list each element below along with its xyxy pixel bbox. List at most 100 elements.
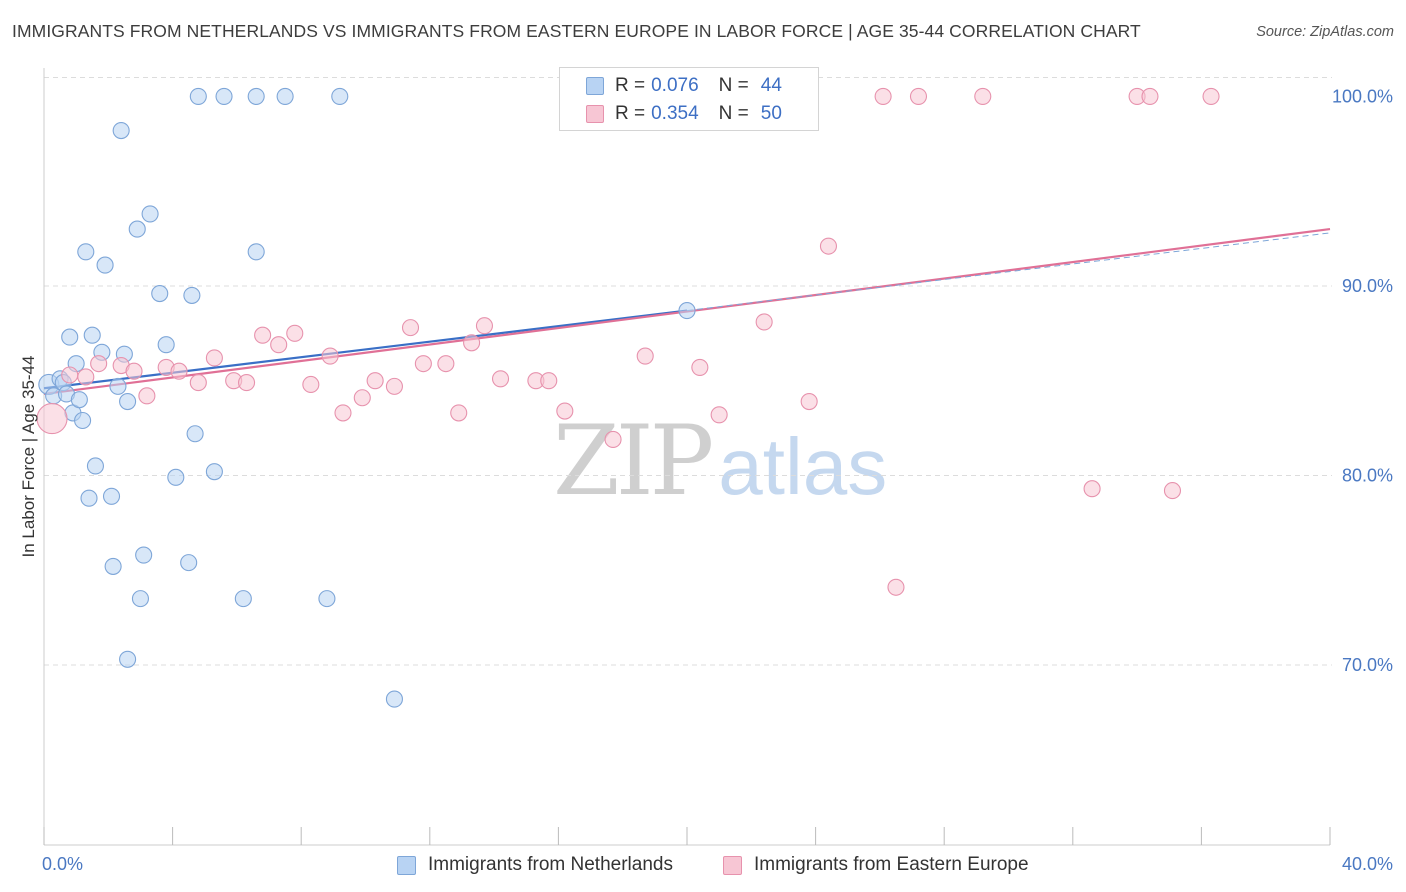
point-eastern-europe bbox=[800, 392, 818, 411]
point-netherlands bbox=[61, 328, 79, 346]
source-label: Source: ZipAtlas.com bbox=[1256, 24, 1394, 40]
point-eastern-europe bbox=[189, 374, 207, 392]
legend-item-eastern-europe: Immigrants from Eastern Europe bbox=[723, 854, 1029, 876]
y-tick-label: 80.0% bbox=[1342, 465, 1393, 485]
point-netherlands bbox=[189, 87, 207, 105]
point-netherlands bbox=[104, 557, 122, 575]
point-eastern-europe bbox=[401, 319, 420, 337]
point-eastern-europe bbox=[237, 374, 256, 392]
gridlines bbox=[44, 76, 1332, 666]
n-label: N = bbox=[718, 75, 749, 96]
point-netherlands bbox=[247, 243, 265, 261]
point-netherlands bbox=[318, 590, 336, 608]
point-eastern-europe bbox=[205, 349, 223, 367]
y-axis-title: In Labor Force | Age 35-44 bbox=[19, 356, 38, 558]
point-eastern-europe bbox=[254, 326, 272, 344]
series-legend: Immigrants from Netherlands Immigrants f… bbox=[0, 852, 1406, 878]
point-netherlands bbox=[331, 87, 349, 105]
trend-line-netherlands bbox=[43, 309, 688, 390]
point-netherlands bbox=[205, 463, 223, 481]
n-value: 44 bbox=[760, 75, 782, 96]
point-eastern-europe bbox=[556, 402, 574, 420]
n-value: 50 bbox=[760, 103, 782, 124]
point-eastern-europe bbox=[61, 366, 79, 384]
point-netherlands bbox=[234, 590, 252, 608]
point-eastern-europe bbox=[302, 375, 320, 394]
point-netherlands bbox=[86, 457, 104, 475]
point-netherlands bbox=[83, 326, 101, 344]
point-netherlands bbox=[74, 411, 92, 430]
point-netherlands bbox=[70, 391, 88, 409]
point-netherlands bbox=[141, 205, 159, 223]
point-eastern-europe bbox=[366, 372, 384, 390]
n-label: N = bbox=[718, 103, 749, 124]
point-eastern-europe bbox=[138, 387, 156, 405]
point-eastern-europe bbox=[1163, 482, 1182, 500]
stats-legend-row-eastern-europe: R = 0.354 N = 50 bbox=[586, 100, 782, 128]
y-tick-label: 100.0% bbox=[1332, 86, 1393, 106]
point-netherlands bbox=[167, 468, 185, 486]
point-eastern-europe bbox=[450, 404, 468, 422]
point-eastern-europe bbox=[1083, 480, 1101, 498]
y-tick-label: 90.0% bbox=[1342, 276, 1393, 296]
r-label: R = bbox=[615, 75, 646, 96]
point-netherlands bbox=[385, 690, 403, 708]
point-netherlands bbox=[151, 284, 169, 303]
point-eastern-europe bbox=[334, 404, 352, 422]
y-tick-label: 70.0% bbox=[1342, 655, 1393, 675]
point-eastern-europe bbox=[491, 370, 510, 388]
data-points bbox=[36, 87, 1220, 708]
point-eastern-europe bbox=[414, 355, 432, 373]
trend-line-extension bbox=[686, 232, 1331, 312]
point-eastern-europe bbox=[437, 355, 455, 373]
point-netherlands bbox=[215, 87, 233, 105]
point-netherlands bbox=[109, 377, 127, 395]
r-label: R = bbox=[615, 103, 646, 124]
point-eastern-europe bbox=[36, 403, 68, 435]
x-tick-label: 40.0% bbox=[1342, 854, 1393, 874]
point-netherlands bbox=[119, 650, 137, 668]
point-netherlands bbox=[157, 336, 175, 354]
x-tick-label: 0.0% bbox=[42, 854, 83, 874]
point-eastern-europe bbox=[170, 362, 188, 380]
point-netherlands bbox=[276, 87, 294, 105]
point-eastern-europe bbox=[1202, 87, 1220, 105]
point-eastern-europe bbox=[710, 406, 728, 424]
point-eastern-europe bbox=[475, 317, 494, 335]
point-eastern-europe bbox=[77, 368, 95, 386]
point-netherlands bbox=[77, 243, 95, 261]
legend-swatch-blue bbox=[586, 77, 604, 95]
stats-legend-row-netherlands: R = 0.076 N = 44 bbox=[586, 72, 782, 100]
point-netherlands bbox=[80, 489, 98, 507]
point-netherlands bbox=[128, 220, 146, 238]
point-netherlands bbox=[678, 302, 696, 320]
point-eastern-europe bbox=[90, 355, 108, 373]
point-netherlands bbox=[119, 392, 137, 411]
point-eastern-europe bbox=[270, 336, 288, 354]
point-eastern-europe bbox=[974, 87, 992, 105]
point-eastern-europe bbox=[909, 87, 928, 105]
watermark-zip: ZIP bbox=[553, 405, 714, 517]
point-eastern-europe bbox=[540, 372, 558, 390]
point-eastern-europe bbox=[353, 389, 371, 407]
watermark-atlas: atlas bbox=[718, 422, 888, 511]
point-netherlands bbox=[96, 256, 114, 274]
point-eastern-europe bbox=[755, 313, 773, 331]
point-eastern-europe bbox=[125, 362, 143, 380]
legend-item-netherlands: Immigrants from Netherlands bbox=[397, 854, 673, 876]
legend-swatch-pink bbox=[723, 855, 742, 875]
point-eastern-europe bbox=[1141, 87, 1159, 105]
point-eastern-europe bbox=[819, 237, 838, 255]
legend-label: Immigrants from Netherlands bbox=[428, 854, 673, 875]
point-eastern-europe bbox=[887, 578, 905, 596]
watermark: ZIP atlas bbox=[553, 405, 887, 517]
point-eastern-europe bbox=[286, 324, 304, 342]
point-netherlands bbox=[102, 487, 121, 505]
point-eastern-europe bbox=[691, 358, 709, 376]
point-netherlands bbox=[247, 87, 265, 105]
legend-label: Immigrants from Eastern Europe bbox=[754, 854, 1029, 875]
tick-labels: 70.0% 80.0% 90.0% 100.0% 0.0% 40.0% In Labor F… bbox=[19, 86, 1393, 874]
point-eastern-europe bbox=[636, 347, 654, 365]
point-netherlands bbox=[180, 554, 198, 572]
